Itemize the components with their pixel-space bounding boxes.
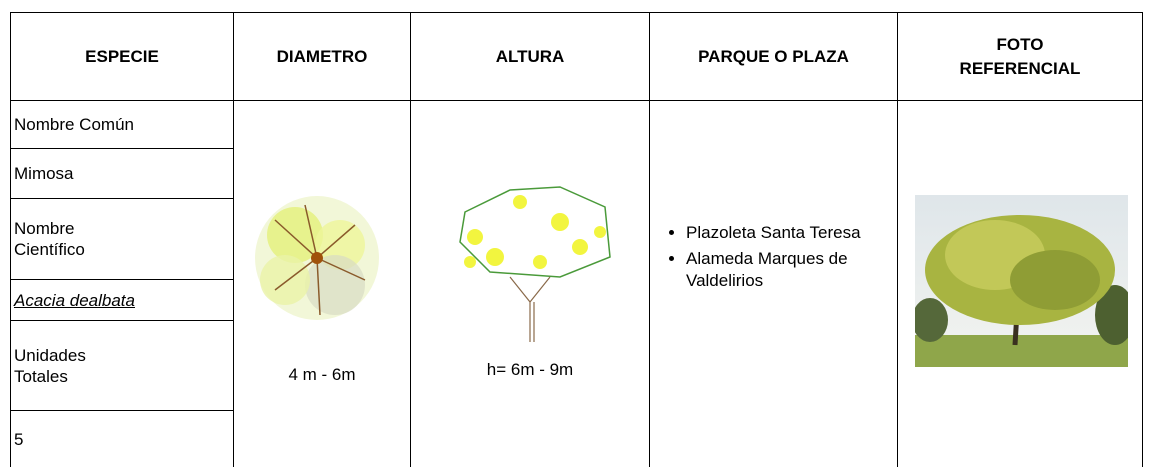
cell: Mimosa xyxy=(14,164,74,183)
header: PARQUE O PLAZA xyxy=(698,46,849,66)
border xyxy=(10,100,1143,101)
header: DIAMETRO xyxy=(276,46,368,66)
border xyxy=(897,12,898,467)
park-list: Plazoleta Santa Teresa Alameda Marques d… xyxy=(668,222,901,296)
border xyxy=(10,12,1143,13)
border xyxy=(649,12,650,467)
cell: h= 6m - 9m xyxy=(486,360,574,379)
border xyxy=(10,148,233,149)
cell: Unidades Totales xyxy=(14,345,86,386)
cell: 4 m - 6m xyxy=(288,365,356,384)
border xyxy=(1142,12,1143,467)
cell: Nombre Común xyxy=(14,115,134,134)
border xyxy=(10,198,233,199)
reference-photo xyxy=(915,195,1128,367)
list-item: Plazoleta Santa Teresa xyxy=(686,222,901,244)
border xyxy=(10,410,233,411)
border xyxy=(410,12,411,467)
header: ESPECIE xyxy=(85,46,159,66)
border xyxy=(10,12,11,467)
cell: Nombre Científico xyxy=(14,219,85,259)
header: ALTURA xyxy=(495,46,565,66)
cell: Acacia dealbata xyxy=(14,290,135,310)
tree-side-view xyxy=(459,186,611,342)
border xyxy=(10,279,233,280)
border xyxy=(233,12,234,467)
border xyxy=(10,320,233,321)
cell: 5 xyxy=(14,429,24,449)
header: FOTO REFERENCIAL xyxy=(959,34,1081,78)
list-item: Alameda Marques de Valdelirios xyxy=(686,248,901,292)
tree-top-view xyxy=(255,196,379,320)
